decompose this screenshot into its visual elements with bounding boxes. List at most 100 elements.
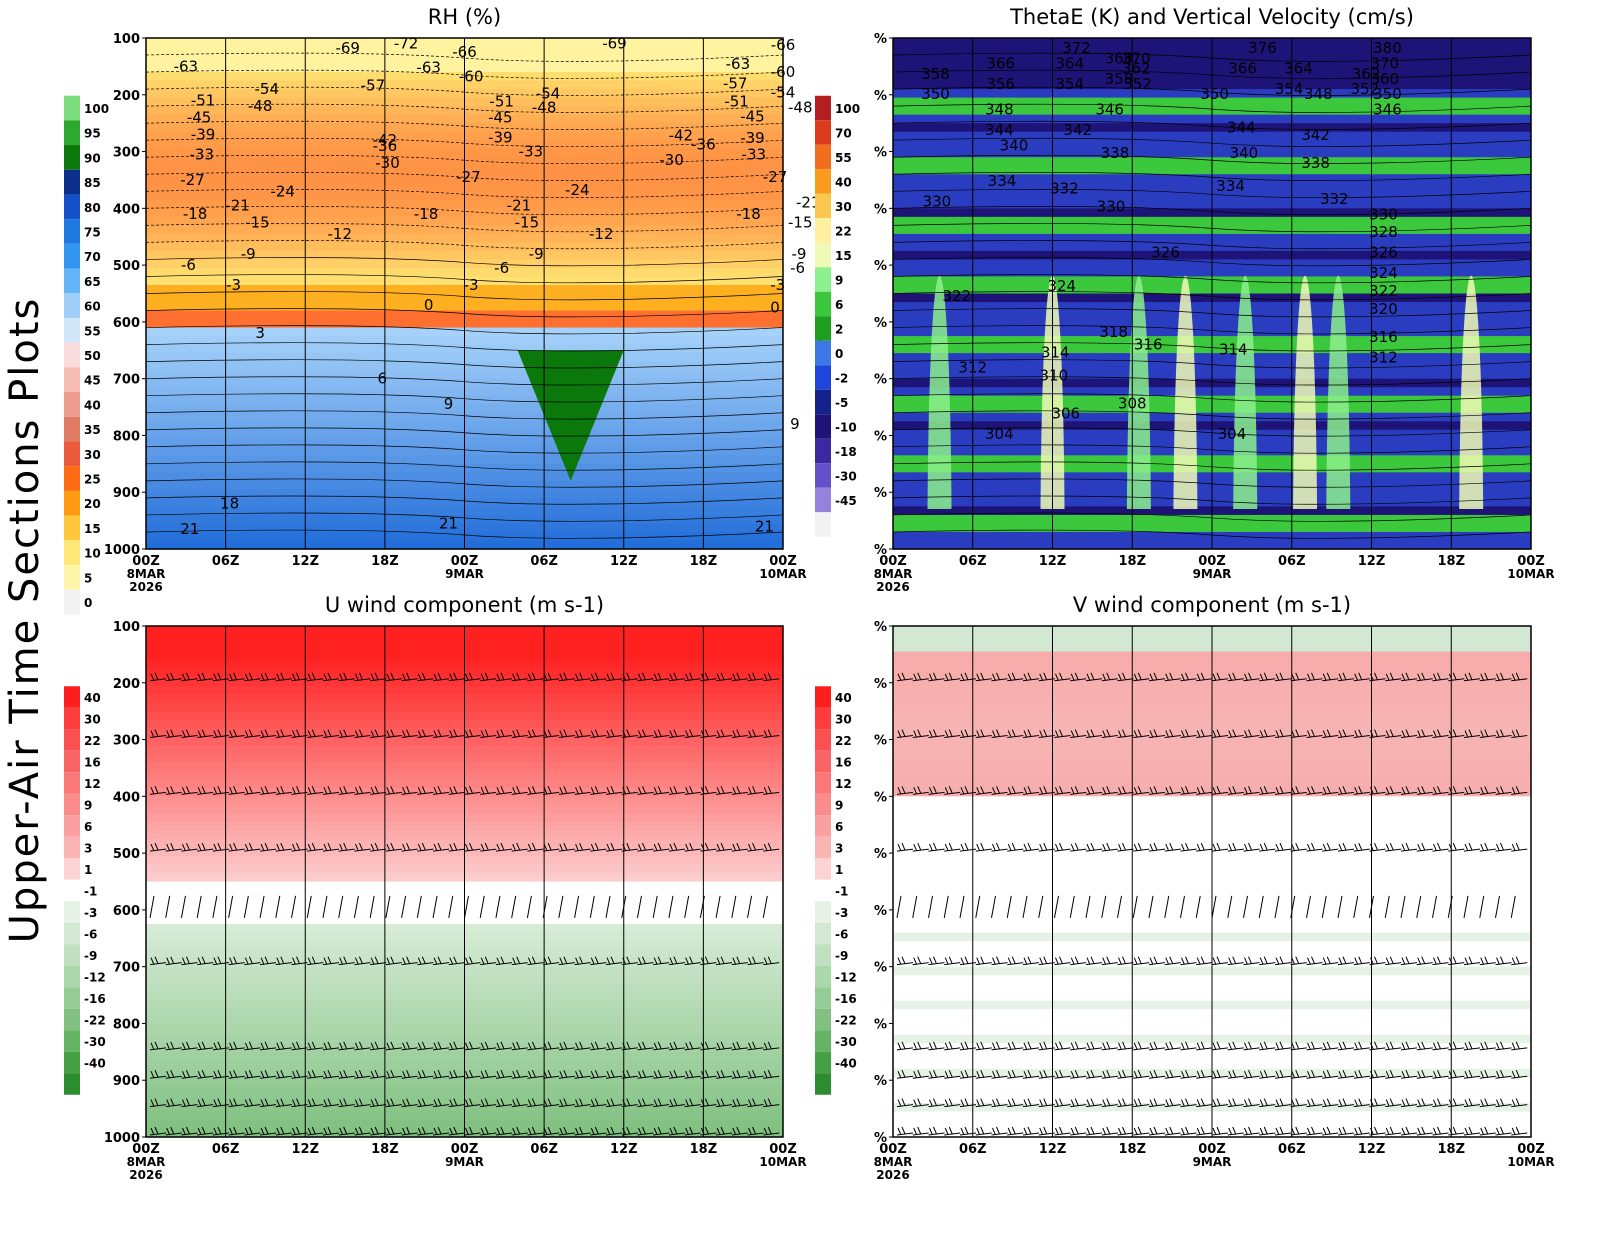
colorbar-swatch <box>815 901 831 923</box>
wind-barb <box>149 895 155 918</box>
wind-barb <box>244 842 261 852</box>
u_wind-colorbar: 40 30 22 16 12 9 6 3 1 -1 -3 -6 -9 -12 -16 -22 -30 -40 <box>64 686 106 1095</box>
y-tick-label: 700 <box>113 373 140 388</box>
colorbar-label: 22 <box>835 225 852 239</box>
colorbar-swatch <box>64 1073 80 1095</box>
wind-barb <box>1321 895 1327 918</box>
wind-barb <box>181 672 198 682</box>
wind-barb <box>944 1041 961 1051</box>
colorbar-swatch <box>64 219 80 244</box>
wind-barb <box>637 842 654 852</box>
wind-barb <box>1495 1098 1512 1108</box>
wind-barb <box>1259 956 1276 966</box>
wind-barb <box>747 1070 764 1079</box>
colorbar-swatch <box>64 317 80 343</box>
wind-barb <box>1164 1126 1181 1136</box>
colorbar-label: 45 <box>84 374 101 388</box>
wind-barb <box>511 786 528 795</box>
wind-barb <box>291 1126 308 1136</box>
wind-barb <box>1463 956 1481 966</box>
wind-barb <box>1022 956 1040 966</box>
colorbar-swatch <box>64 858 80 880</box>
wind-barb <box>228 672 245 682</box>
colorbar-label: 70 <box>835 127 852 141</box>
wind-barb <box>1448 1070 1465 1079</box>
wind-barb <box>338 672 355 682</box>
wind-barb <box>1069 895 1075 918</box>
wind-barb <box>1322 842 1339 852</box>
contour-label: 322 <box>1369 282 1398 300</box>
wind-barb <box>1085 729 1103 739</box>
colorbar-label: 9 <box>835 274 843 288</box>
colorbar-swatch <box>64 490 80 516</box>
wind-barb <box>1195 895 1201 918</box>
wind-barb <box>1022 842 1040 852</box>
wind-barb <box>747 956 764 966</box>
wind-barb <box>495 672 513 682</box>
wind-barb <box>1322 1098 1339 1108</box>
wind-barb <box>590 729 607 739</box>
contour-label: -45 <box>488 108 513 126</box>
wind-barb <box>1101 672 1118 682</box>
wind-barb <box>385 1070 402 1079</box>
wind-barb <box>385 1126 402 1136</box>
contour-label: -72 <box>394 35 419 53</box>
x-tick-label: 18Z <box>1118 1142 1146 1157</box>
wind-barb <box>1133 729 1150 739</box>
contour-label: -3 <box>464 276 479 294</box>
x-tick-label: 12Z <box>1358 1142 1386 1157</box>
wind-barb <box>1022 1070 1040 1079</box>
wind-barb <box>1432 842 1449 852</box>
colorbar-swatch <box>815 316 831 341</box>
x-tick-label: 12Z <box>1039 1142 1067 1157</box>
colorbar-swatch <box>64 367 80 393</box>
wind-barb <box>1432 786 1449 795</box>
wind-barb <box>1306 1070 1323 1079</box>
wind-barb <box>511 1126 528 1136</box>
wind-barb <box>574 1070 591 1079</box>
colorbar-label: -12 <box>84 971 106 985</box>
wind-barb <box>464 672 481 682</box>
wind-barb <box>558 1070 575 1079</box>
wind-barb <box>959 1126 977 1136</box>
wind-barb <box>1038 1126 1055 1136</box>
contour-label: -9 <box>791 245 806 263</box>
x-tick-label: 18Z <box>690 1142 718 1157</box>
contour-label: 9 <box>444 395 454 413</box>
wind-barb <box>1463 1098 1481 1108</box>
wind-barb <box>1243 842 1260 852</box>
wind-barb <box>1101 842 1118 852</box>
wind-barb <box>181 1126 198 1136</box>
wind-barb <box>291 1098 308 1108</box>
wind-barb <box>621 786 638 795</box>
y-tick-label: % <box>874 486 887 501</box>
contour-label: 370 <box>1370 55 1399 73</box>
wind-barb <box>1070 1041 1087 1051</box>
wind-barb <box>1495 786 1512 795</box>
contour-label: -21 <box>507 196 532 214</box>
colorbar-label: 15 <box>835 249 852 263</box>
contour-label: -9 <box>529 245 544 263</box>
wind-barb <box>959 956 977 966</box>
wind-barb <box>574 895 580 918</box>
wind-barb <box>1274 729 1292 739</box>
wind-barb <box>370 1070 387 1079</box>
wind-barb <box>543 672 560 682</box>
wind-barb <box>1511 1070 1528 1079</box>
wind-barb <box>1416 895 1422 918</box>
wind-barb <box>464 1070 481 1079</box>
wind-barb <box>417 842 434 852</box>
wind-barb <box>896 956 914 966</box>
wind-barb <box>417 1098 434 1108</box>
colorbar-label: 9 <box>835 799 843 813</box>
wind-barb <box>275 1070 292 1079</box>
wind-barb <box>1101 895 1107 918</box>
wind-barb <box>928 1126 945 1136</box>
wind-barb <box>1243 672 1260 682</box>
wind-barb <box>1416 672 1433 682</box>
colorbar-label: -10 <box>835 421 857 435</box>
wind-barb <box>558 1041 575 1051</box>
wind-barb <box>1038 895 1044 918</box>
contour-label: 350 <box>921 85 950 103</box>
contour-label: -69 <box>602 35 627 53</box>
